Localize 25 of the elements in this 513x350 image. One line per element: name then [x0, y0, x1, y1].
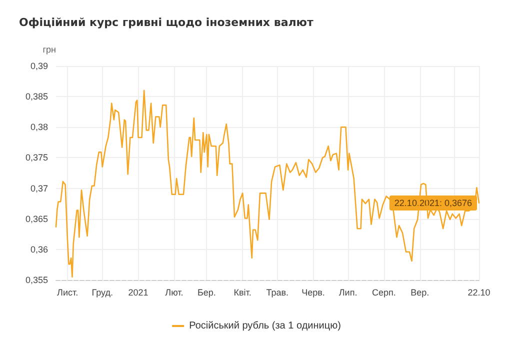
line-series: [55, 90, 480, 278]
x-tick-label: Лист.: [57, 288, 78, 298]
x-tick-label: Бер.: [197, 288, 216, 298]
y-tick-label: 0,37: [30, 183, 48, 194]
y-tick-label: 0,39: [30, 61, 48, 71]
x-tick-label: Лют.: [165, 288, 184, 298]
x-tick-label: Серп.: [372, 288, 396, 298]
x-tick-label: Черв.: [302, 288, 325, 298]
x-tick-label: Квіт.: [234, 288, 252, 298]
y-axis-title: грн: [42, 44, 56, 54]
x-tick-label: Груд.: [92, 288, 113, 298]
chart-title: Офіційний курс гривні щодо іноземних валют: [19, 16, 314, 29]
y-tick-label: 0,375: [25, 152, 48, 163]
y-tick-label: 0,385: [25, 92, 48, 102]
annotation: 22.10.2021: 0,3676: [394, 198, 472, 208]
x-tick-label: Вер.: [410, 288, 430, 298]
x-tick-label: 2021: [128, 288, 148, 298]
x-tick-label: Трав.: [266, 288, 288, 298]
y-tick-label: 0,365: [25, 214, 48, 224]
x-tick-label: 22.10: [468, 288, 490, 298]
y-tick-label: 0,36: [30, 244, 48, 254]
y-tick-label: 0,38: [30, 122, 48, 132]
legend-label: Російський рубль (за 1 одиницю): [189, 320, 341, 332]
x-tick-label: Лип.: [338, 288, 358, 298]
y-tick-label: 0,355: [25, 275, 48, 285]
